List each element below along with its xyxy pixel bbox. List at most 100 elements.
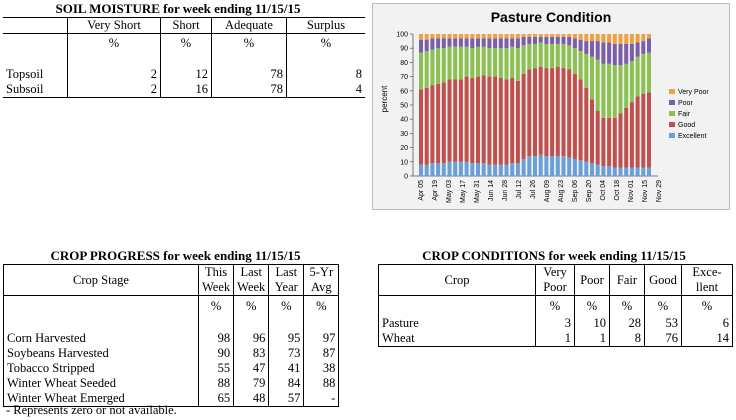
bar-segment-fair (453, 46, 458, 80)
bar-segment-good (481, 75, 486, 164)
soil-moisture-title: SOIL MOISTURE for week ending 11/15/15 (55, 1, 301, 16)
bar-segment-very-poor (470, 34, 475, 39)
bar-segment-very-poor (572, 34, 577, 39)
bar-segment-poor (470, 38, 475, 49)
bar-segment-fair (561, 43, 566, 69)
condition-cell: 28 (609, 316, 645, 331)
y-tick-label: 80 (400, 60, 408, 67)
bar-segment-excellent (447, 161, 452, 176)
bar-segment-poor (436, 38, 441, 49)
bar-segment-fair (481, 46, 486, 76)
x-tick-label: Nov 01 (628, 180, 635, 202)
bar-segment-excellent (641, 167, 646, 176)
bar-segment-very-poor (515, 34, 520, 39)
progress-cell: 47 (233, 361, 269, 376)
bar-segment-excellent (635, 167, 640, 176)
bar-segment-fair (647, 52, 651, 93)
bar-segment-very-poor (419, 34, 423, 40)
bar-segment-very-poor (584, 34, 589, 42)
bar-segment-good (584, 87, 589, 162)
bar-segment-excellent (424, 164, 429, 176)
progress-cell: 73 (268, 346, 304, 361)
bar-segment-fair (584, 53, 589, 88)
x-tick-label: Apr 05 (418, 180, 425, 201)
bar-segment-poor (419, 39, 423, 53)
bar-segment-good (447, 79, 452, 162)
bar-segment-very-poor (612, 34, 617, 44)
bar-segment-very-poor (641, 34, 646, 42)
unit-cell: % (67, 33, 161, 52)
bar-segment-very-poor (624, 34, 629, 44)
x-tick-label: Jun 28 (502, 180, 509, 201)
y-tick-label: 70 (400, 74, 408, 81)
col-5yr-avg-2: Avg (303, 280, 339, 296)
bar-segment-fair (493, 48, 498, 77)
bar-segment-excellent (436, 163, 441, 176)
bar-segment-very-poor (458, 34, 463, 39)
bar-segment-good (641, 93, 646, 168)
bar-segment-good (470, 78, 475, 164)
soil-cell: 16 (160, 82, 212, 98)
bar-segment-fair (572, 48, 577, 74)
bar-segment-poor (595, 41, 600, 60)
bar-segment-poor (590, 41, 594, 57)
bar-segment-good (441, 82, 446, 164)
bar-segment-very-poor (447, 34, 452, 39)
progress-row-label: Winter Wheat Seeded (7, 376, 116, 390)
col-very-poor: Very (535, 264, 575, 280)
bar-segment-poor (447, 38, 452, 47)
bar-segment-excellent (533, 156, 537, 176)
y-tick-label: 40 (400, 117, 408, 124)
bar-segment-fair (550, 43, 555, 69)
col-poor: Poor (574, 264, 610, 296)
bar-segment-fair (641, 53, 646, 94)
bar-segment-fair (578, 51, 583, 80)
bar-segment-good (458, 79, 463, 162)
col-fair: Fair (609, 264, 645, 296)
bar-segment-excellent (544, 156, 549, 176)
bar-segment-fair (424, 51, 429, 88)
progress-row-label: Soybeans Harvested (7, 346, 109, 360)
bar-segment-poor (635, 42, 640, 57)
col-last-year-2: Year (268, 280, 304, 296)
bar-segment-fair (515, 48, 520, 81)
legend-label: Excellent (678, 133, 706, 140)
condition-cell: 1 (574, 331, 610, 347)
bar-segment-poor (498, 38, 503, 49)
bar-segment-very-poor (567, 34, 572, 37)
bar-segment-excellent (464, 161, 469, 176)
bar-segment-fair (590, 56, 594, 100)
bar-segment-poor (510, 38, 515, 47)
crop-header: Crop (378, 264, 536, 296)
bar-segment-fair (629, 60, 634, 103)
bar-segment-excellent (612, 167, 617, 176)
bar-segment-very-poor (527, 34, 532, 37)
x-tick-label: May 31 (474, 180, 481, 203)
bar-segment-excellent (561, 156, 566, 176)
col-last-week-2: Week (233, 280, 269, 296)
bar-segment-excellent (481, 163, 486, 176)
progress-cell: 38 (303, 361, 339, 376)
bar-segment-very-poor (476, 34, 480, 39)
bar-segment-poor (533, 36, 537, 44)
bar-segment-fair (487, 48, 492, 77)
y-tick-label: 20 (400, 145, 408, 152)
x-tick-label: Oct 18 (614, 180, 621, 201)
crop-conditions-table: Crop Very Poor Fair Good Exce- Poor llen… (378, 264, 733, 347)
bar-segment-very-poor (453, 34, 458, 39)
bar-segment-very-poor (504, 34, 509, 39)
bar-segment-very-poor (436, 34, 441, 39)
bar-segment-very-poor (555, 34, 560, 37)
bar-segment-poor (538, 36, 543, 43)
spacer (3, 52, 68, 67)
bar-segment-good (424, 87, 429, 165)
col-this-week-2: Week (197, 280, 234, 296)
unit-cell: % (609, 295, 645, 316)
pasture-condition-chart: Pasture Condition percent 0 10 20 30 40 50 60 7… (372, 3, 730, 210)
bar-segment-good (629, 102, 634, 168)
bar-segment-good (510, 78, 515, 164)
col-short: Short (160, 17, 212, 34)
x-tick-label: May 17 (460, 180, 467, 203)
unit-cell: % (574, 295, 610, 316)
bar-segment-poor (601, 42, 606, 64)
